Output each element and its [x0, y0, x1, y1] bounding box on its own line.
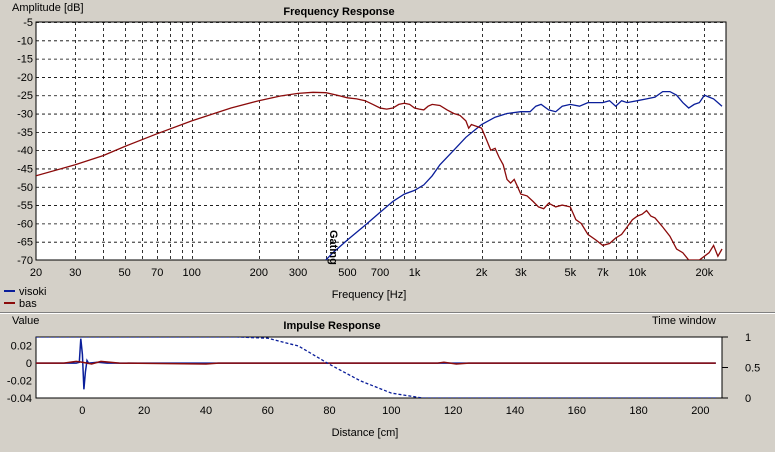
fr-y-tick-label: -65: [17, 237, 33, 249]
fr-x-tick-label: 70: [151, 267, 163, 279]
ir-y2-tick-label: 0: [745, 393, 751, 405]
fr-x-tick-label: 700: [371, 267, 389, 279]
fr-x-tick-label: 500: [338, 267, 356, 279]
ir-x-tick-label: 0: [79, 405, 85, 417]
legend-bas-label: bas: [19, 298, 37, 310]
ir-ylabel: Value: [12, 315, 39, 327]
fr-y-tick-label: -35: [17, 127, 33, 139]
ir-y-tick-label: -0.02: [7, 376, 32, 388]
fr-y-tick-label: -60: [17, 218, 33, 230]
fr-series-bas: [36, 91, 723, 260]
fr-x-tick-label: 10k: [628, 267, 646, 279]
ir-plot-area[interactable]: [35, 336, 723, 399]
fr-gridlines: [36, 22, 726, 260]
fr-y-tick-label: -5: [23, 17, 33, 29]
ir-x-tick-label: 80: [323, 405, 335, 417]
ir-y2-tick-label: 0.5: [745, 363, 760, 375]
fr-x-tick-label: 5k: [564, 267, 576, 279]
ir-x-tick-label: 60: [262, 405, 274, 417]
ir-y-tick-label: 0.02: [11, 341, 32, 353]
fr-y-tick-label: -15: [17, 54, 33, 66]
ir-y-tick-label: 0: [26, 358, 32, 370]
ir-y2-tick-label: 1: [745, 332, 751, 344]
ir-series-lines: [36, 337, 716, 398]
fr-x-tick-label: 200: [250, 267, 268, 279]
ir-y2label: Time window: [652, 315, 716, 327]
fr-y-tick-label: -20: [17, 72, 33, 84]
fr-series-lines: [36, 90, 723, 260]
fr-x-tick-label: 2k: [476, 267, 488, 279]
fr-y-tick-label: -70: [17, 255, 33, 267]
fr-xlabel: Frequency [Hz]: [332, 289, 407, 301]
ir-x-tick-label: 200: [691, 405, 709, 417]
gating-marker-label: Gating: [327, 230, 339, 265]
fr-y-tick-labels: -5 -10 -15 -20 -25 -30 -35 -40 -45 -50 -55 -60 -65 -7…: [17, 17, 33, 267]
fr-y-tick-label: -30: [17, 109, 33, 121]
fr-x-tick-label: 7k: [597, 267, 609, 279]
ir-tick-labels: 0 20 40 60 80 100 120 140 160 180 200 0.02 0 -0.02 -0.…: [7, 332, 760, 417]
ir-x-tick-label: 140: [506, 405, 524, 417]
ir-x-tick-label: 100: [382, 405, 400, 417]
frequency-response-chart: Amplitude [dB] Frequency Response -5-10-…: [4, 2, 727, 310]
fr-x-tick-label: 100: [183, 267, 201, 279]
fr-x-tick-label: 50: [119, 267, 131, 279]
fr-y-tick-label: -25: [17, 90, 33, 102]
fr-y-tick-label: -10: [17, 35, 33, 47]
fr-legend: visoki bas: [4, 286, 47, 310]
ir-x-tick-label: 160: [568, 405, 586, 417]
fr-plot-area[interactable]: [35, 21, 727, 261]
ir-x-tick-label: 20: [138, 405, 150, 417]
ir-title: Impulse Response: [283, 320, 380, 332]
fr-title: Frequency Response: [283, 6, 394, 18]
fr-ylabel: Amplitude [dB]: [12, 2, 84, 14]
ir-y-tick-label: -0.04: [7, 393, 32, 405]
fr-y-tick-label: -40: [17, 145, 33, 157]
fr-x-tick-label: 30: [69, 267, 81, 279]
fr-x-tick-label: 3k: [515, 267, 527, 279]
fr-y-tick-label: -55: [17, 200, 33, 212]
fr-x-tick-label: 300: [289, 267, 307, 279]
legend-visoki-label: visoki: [19, 286, 47, 298]
ir-x-tick-label: 120: [444, 405, 462, 417]
fr-series-visoki: [325, 90, 723, 260]
fr-x-tick-label: 1k: [409, 267, 421, 279]
fr-y-tick-label: -45: [17, 163, 33, 175]
ir-series-bas: [36, 360, 716, 365]
fr-y-tick-label: -50: [17, 182, 33, 194]
ir-x-tick-label: 180: [629, 405, 647, 417]
fr-x-tick-labels: 20 30 50 70 100 200 300 500 700 1k 2k 3k 5k 7k 10k 20k: [30, 267, 714, 279]
ir-xlabel: Distance [cm]: [332, 427, 399, 439]
fr-x-tick-label: 20k: [696, 267, 714, 279]
fr-x-tick-label: 20: [30, 267, 42, 279]
ir-series-time-window: [36, 337, 716, 398]
ir-x-tick-label: 40: [200, 405, 212, 417]
impulse-response-chart: Value Impulse Response Time window 0 20 40…: [7, 315, 760, 439]
